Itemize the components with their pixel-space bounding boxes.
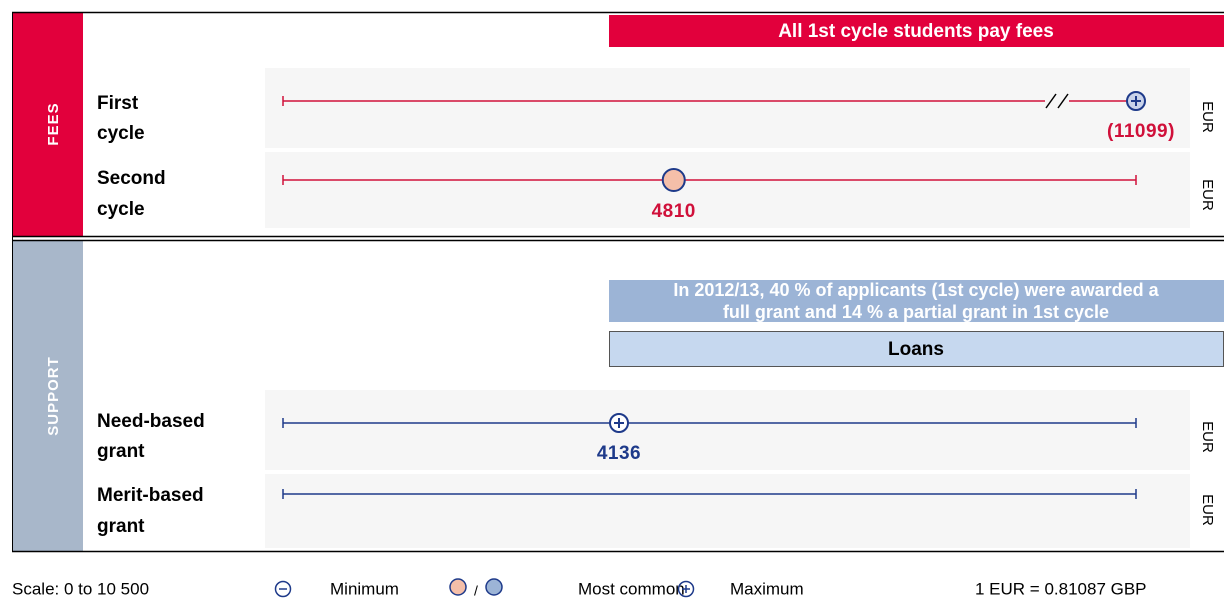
axis-break (1057, 93, 1069, 109)
unit: EUR (1199, 494, 1216, 526)
exchange-text: 1 EUR = 0.81087 GBP (975, 579, 1147, 598)
row-label: Second (97, 168, 166, 189)
legend-text: Most common (578, 579, 685, 598)
support-label: SUPPORT (45, 356, 62, 436)
unit: EUR (1199, 421, 1216, 453)
loans-text: Loans (888, 339, 944, 360)
fees-sidebar (12, 12, 83, 237)
unit: EUR (1199, 101, 1216, 133)
support-sidebar (12, 240, 83, 552)
banner (609, 280, 1224, 322)
axis-break-gap (1045, 93, 1069, 109)
legend-text: Maximum (730, 579, 804, 598)
row-label: Merit-based (97, 485, 204, 506)
row-label: cycle (97, 199, 145, 220)
row-label: grant (97, 516, 145, 537)
row-label: Need-based (97, 411, 205, 432)
legend-text: / (474, 583, 478, 599)
loans-banner (609, 331, 1224, 367)
row-label: First (97, 93, 139, 114)
most-common-icon (485, 578, 503, 596)
banner-text: In 2012/13, 40 % of applicants (1st cycl… (673, 280, 1159, 300)
most-common-icon (449, 578, 467, 596)
banner (609, 15, 1224, 47)
banner-text: full grant and 14 % a partial grant in 1… (723, 302, 1109, 322)
maximum-marker (1126, 91, 1146, 111)
legend-text: Minimum (330, 579, 399, 598)
unit: EUR (1199, 179, 1216, 211)
row-band (265, 390, 1190, 470)
row-band (265, 68, 1190, 148)
value-label: 4810 (652, 201, 696, 222)
value-label: (11099) (1107, 121, 1175, 142)
maximum-marker (609, 413, 630, 433)
fees-label: FEES (45, 102, 62, 145)
minimum-icon (274, 580, 292, 598)
row-label: cycle (97, 123, 145, 144)
row-band (265, 152, 1190, 228)
scale-text: Scale: 0 to 10 500 (12, 579, 149, 598)
value-label: 4136 (597, 443, 641, 464)
row-label: grant (97, 441, 145, 462)
axis-break (1045, 93, 1057, 109)
most-common-marker (661, 168, 686, 192)
maximum-icon (677, 580, 695, 598)
row-band (265, 474, 1190, 548)
banner-text: All 1st cycle students pay fees (778, 21, 1054, 42)
